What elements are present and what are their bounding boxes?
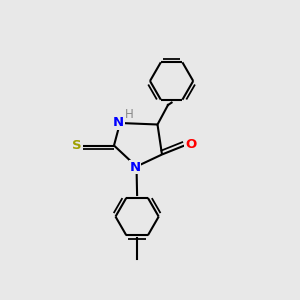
Text: N: N [113, 116, 124, 129]
Text: H: H [125, 108, 134, 121]
Text: O: O [185, 137, 196, 151]
Text: N: N [129, 160, 141, 174]
Text: S: S [72, 139, 82, 152]
